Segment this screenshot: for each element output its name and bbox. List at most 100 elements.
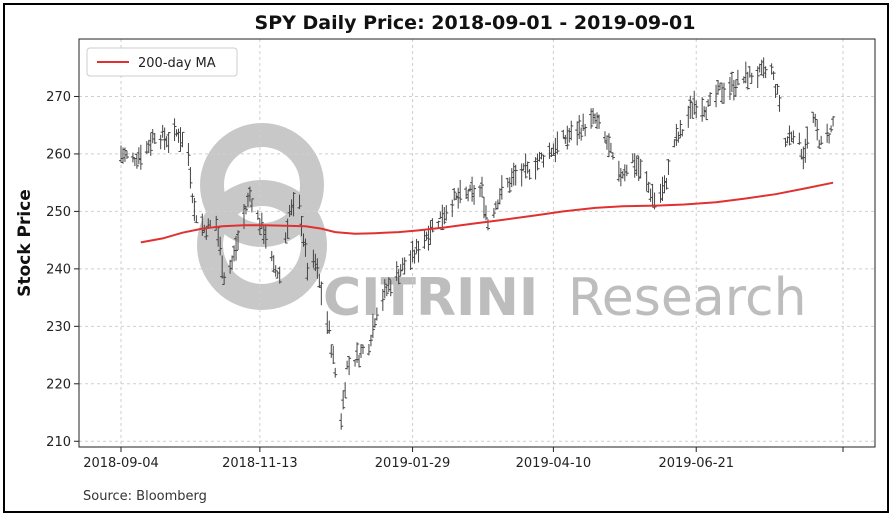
price-bar — [380, 289, 385, 311]
x-tick-label-4: 2019-06-21 — [658, 456, 734, 471]
price-bar — [706, 99, 711, 107]
price-bar — [597, 114, 602, 129]
price-bar — [708, 92, 713, 106]
price-bar — [480, 176, 484, 198]
price-bar — [303, 238, 308, 257]
price-bar — [547, 142, 552, 159]
price-bar — [347, 355, 352, 376]
legend: 200-day MA — [86, 47, 238, 77]
price-bar — [366, 344, 371, 356]
price-bar — [519, 163, 524, 187]
price-bar — [408, 250, 413, 271]
price-bar — [525, 161, 530, 174]
price-bar — [729, 71, 734, 93]
price-bar — [815, 119, 820, 141]
price-bar — [561, 129, 566, 139]
price-bar — [521, 163, 526, 171]
price-bar — [180, 131, 185, 148]
price-bar — [704, 106, 709, 121]
price-bar — [553, 137, 558, 163]
price-bar — [690, 101, 695, 119]
price-bar — [801, 146, 806, 170]
price-bar — [277, 266, 282, 284]
price-bar — [720, 82, 725, 104]
price-bar — [700, 97, 705, 122]
price-bar — [428, 220, 433, 245]
price-bar — [511, 162, 516, 186]
price-bar — [819, 135, 824, 146]
price-bar — [527, 168, 532, 180]
price-bar — [315, 258, 320, 279]
price-bar — [533, 157, 538, 180]
price-bar — [733, 79, 738, 97]
price-bar — [694, 100, 699, 119]
price-bar — [192, 197, 197, 221]
y-tick-label-250: 250 — [46, 205, 71, 220]
price-bar — [608, 142, 613, 154]
citrini-research-watermark: CITRINI Research — [197, 123, 807, 328]
price-bar — [831, 116, 836, 127]
price-bar — [132, 157, 137, 167]
price-bar — [359, 344, 364, 358]
price-bar — [591, 108, 596, 125]
price-bar — [452, 187, 457, 201]
price-bar — [660, 176, 665, 201]
price-bar — [497, 188, 502, 205]
price-bar — [329, 344, 334, 358]
price-bar — [771, 71, 776, 81]
price-bar — [176, 128, 181, 143]
price-bar — [567, 128, 572, 143]
price-bar — [759, 59, 764, 76]
price-bar — [721, 82, 726, 104]
price-bar — [297, 194, 302, 210]
price-bar — [549, 147, 554, 158]
x-tick-label-2: 2019-01-29 — [375, 456, 451, 471]
price-bar — [577, 115, 582, 140]
price-bar — [236, 230, 241, 251]
price-bar — [374, 307, 379, 321]
price-bar — [499, 175, 504, 200]
price-bar — [333, 367, 338, 378]
price-bar — [773, 84, 778, 98]
price-bar — [410, 240, 415, 263]
x-axis-ticks: 2018-09-04 2018-11-13 2019-01-29 2019-04-10… — [83, 447, 844, 471]
price-bar — [805, 126, 810, 149]
price-bar — [797, 132, 802, 145]
price-bar — [650, 183, 655, 208]
price-bar — [440, 204, 445, 231]
price-bar — [803, 138, 808, 163]
price-bar — [541, 154, 546, 168]
y-axis-ticks: 210 220 230 240 250 260 270 — [46, 90, 79, 450]
price-bar — [731, 79, 736, 101]
price-bar — [372, 318, 377, 328]
price-bar — [285, 218, 290, 239]
ma-line — [140, 181, 834, 244]
price-bar — [402, 257, 407, 275]
price-bar — [727, 76, 732, 101]
price-bar — [563, 134, 568, 144]
price-bar — [787, 125, 792, 146]
price-bar — [747, 66, 752, 78]
price-bar — [186, 143, 191, 166]
price-bar — [638, 158, 643, 179]
price-bar — [775, 83, 780, 95]
price-bar — [632, 153, 637, 178]
price-bar — [345, 360, 350, 370]
x-tick-label-1: 2018-11-13 — [222, 456, 298, 471]
price-bar — [672, 139, 677, 148]
price-bar — [271, 255, 276, 273]
price-bar — [535, 153, 540, 171]
price-bar — [136, 147, 141, 165]
price-bar — [388, 280, 393, 297]
price-bar — [339, 413, 344, 430]
price-bar — [368, 334, 373, 347]
price-bar — [466, 189, 471, 202]
price-bar — [583, 123, 588, 137]
price-bar — [478, 184, 483, 198]
price-bar — [152, 132, 157, 144]
price-bar — [164, 136, 169, 148]
watermark-word-bold: CITRINI — [323, 268, 538, 328]
price-bar — [450, 199, 455, 217]
price-bar — [606, 133, 611, 158]
y-tick-label-240: 240 — [46, 262, 71, 277]
